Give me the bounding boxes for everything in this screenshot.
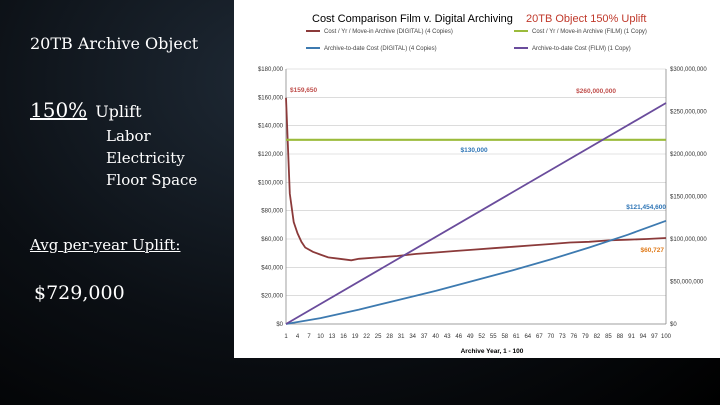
- left-axis-tick: $160,000: [258, 95, 284, 101]
- left-axis-tick: $180,000: [258, 67, 284, 73]
- x-axis-tick: 64: [524, 334, 531, 340]
- left-axis-tick: $20,000: [261, 294, 283, 300]
- chart-title-main: Cost Comparison Film v. Digital Archivin…: [312, 13, 513, 25]
- chart-title-highlight: 20TB Object 150% Uplift: [526, 13, 646, 25]
- x-axis-tick: 97: [651, 334, 658, 340]
- right-axis-tick: $150,000,000: [670, 195, 707, 201]
- left-axis-tick: $60,000: [261, 237, 283, 243]
- left-axis-tick: $120,000: [258, 152, 284, 158]
- data-label: $130,000: [461, 147, 488, 154]
- avg-uplift-value: $729,000: [34, 282, 125, 304]
- chart-gridlines: [286, 68, 666, 325]
- uplift-factors-list: Labor Electricity Floor Space: [106, 125, 197, 191]
- factor-electricity: Electricity: [106, 149, 185, 167]
- series-line: [285, 219, 667, 325]
- uplift-heading: 150% Uplift: [30, 98, 142, 122]
- legend-entry: Cost / Yr / Move-in Archive (FILM) (1 Co…: [532, 29, 647, 35]
- x-axis-tick: 28: [386, 334, 393, 340]
- x-axis-tick: 85: [605, 334, 612, 340]
- chart-legend: Cost / Yr / Move-in Archive (DIGITAL) (4…: [306, 29, 647, 52]
- x-axis-tick: 34: [409, 334, 416, 340]
- x-axis-tick: 10: [317, 334, 324, 340]
- left-axis-tick: $140,000: [258, 124, 284, 130]
- cost-comparison-chart: Cost Comparison Film v. Digital Archivin…: [258, 13, 707, 355]
- x-axis-tick: 76: [571, 334, 578, 340]
- uplift-word: Uplift: [95, 102, 142, 121]
- chart-annotations: $159,650 $130,000 $260,000,000 $121,454,600…: [290, 87, 666, 254]
- x-axis-tick: 16: [340, 334, 347, 340]
- x-axis-tick: 52: [478, 334, 485, 340]
- left-axis-tick: $40,000: [261, 265, 283, 271]
- x-axis-tick: 100: [661, 334, 672, 340]
- x-axis-tick: 91: [628, 334, 635, 340]
- data-label: $260,000,000: [576, 88, 616, 95]
- x-axis-tick: 88: [617, 334, 624, 340]
- left-axis-tick: $0: [276, 322, 283, 328]
- chart-panel: Cost Comparison Film v. Digital Archivin…: [234, 0, 720, 358]
- x-axis-tick: 49: [467, 334, 474, 340]
- x-axis-tick: 82: [594, 334, 601, 340]
- right-axis-tick: $50,000,000: [670, 280, 704, 286]
- x-axis-tick: 4: [296, 334, 300, 340]
- x-axis-tick: 61: [513, 334, 520, 340]
- x-axis-tick: 43: [444, 334, 451, 340]
- x-axis-tick: 31: [398, 334, 405, 340]
- data-label: $60,727: [641, 247, 665, 254]
- right-axis-tick: $0: [670, 322, 677, 328]
- data-label: $121,454,600: [626, 204, 666, 211]
- legend-entry: Archive-to-date Cost (FILM) (1 Copy): [532, 46, 631, 52]
- x-axis-tick: 58: [501, 334, 508, 340]
- x-axis-tick: 37: [421, 334, 428, 340]
- x-axis-tick: 79: [582, 334, 589, 340]
- legend-entry: Archive-to-date Cost (DIGITAL) (4 Copies…: [324, 46, 437, 52]
- x-axis-tick: 40: [432, 334, 439, 340]
- right-axis-tick: $250,000,000: [670, 110, 707, 116]
- left-axis-tick: $80,000: [261, 209, 283, 215]
- factor-labor: Labor: [106, 127, 151, 145]
- x-axis-tick: 19: [352, 334, 359, 340]
- right-axis-tick: $300,000,000: [670, 67, 707, 73]
- x-axis-label: Archive Year, 1 - 100: [461, 348, 524, 355]
- x-axis-tick: 94: [640, 334, 647, 340]
- x-axis-tick: 55: [490, 334, 497, 340]
- factor-floor-space: Floor Space: [106, 171, 198, 189]
- left-axis-tick: $100,000: [258, 180, 284, 186]
- x-axis-tick: 73: [559, 334, 566, 340]
- x-axis-tick: 22: [363, 334, 370, 340]
- slide-title: 20TB Archive Object: [30, 34, 199, 53]
- x-axis-tick: 70: [548, 334, 555, 340]
- right-axis-tick: $200,000,000: [670, 152, 707, 158]
- legend-entry: Cost / Yr / Move-in Archive (DIGITAL) (4…: [324, 29, 453, 35]
- series-line: [285, 102, 667, 325]
- x-axis-tick: 25: [375, 334, 382, 340]
- x-axis-tick: 13: [329, 334, 336, 340]
- avg-uplift-label: Avg per-year Uplift:: [30, 236, 181, 254]
- x-axis-tick: 1: [284, 334, 288, 340]
- x-axis-tick: 46: [455, 334, 462, 340]
- chart-series: [285, 97, 667, 325]
- series-line: [285, 97, 667, 262]
- data-label: $159,650: [290, 87, 317, 94]
- uplift-percent: 150%: [30, 98, 88, 122]
- chart-axes: $0 $20,000 $40,000 $60,000 $80,000 $100,000 $1…: [258, 67, 707, 340]
- x-axis-tick: 7: [307, 334, 311, 340]
- x-axis-tick: 67: [536, 334, 543, 340]
- right-axis-tick: $100,000,000: [670, 237, 707, 243]
